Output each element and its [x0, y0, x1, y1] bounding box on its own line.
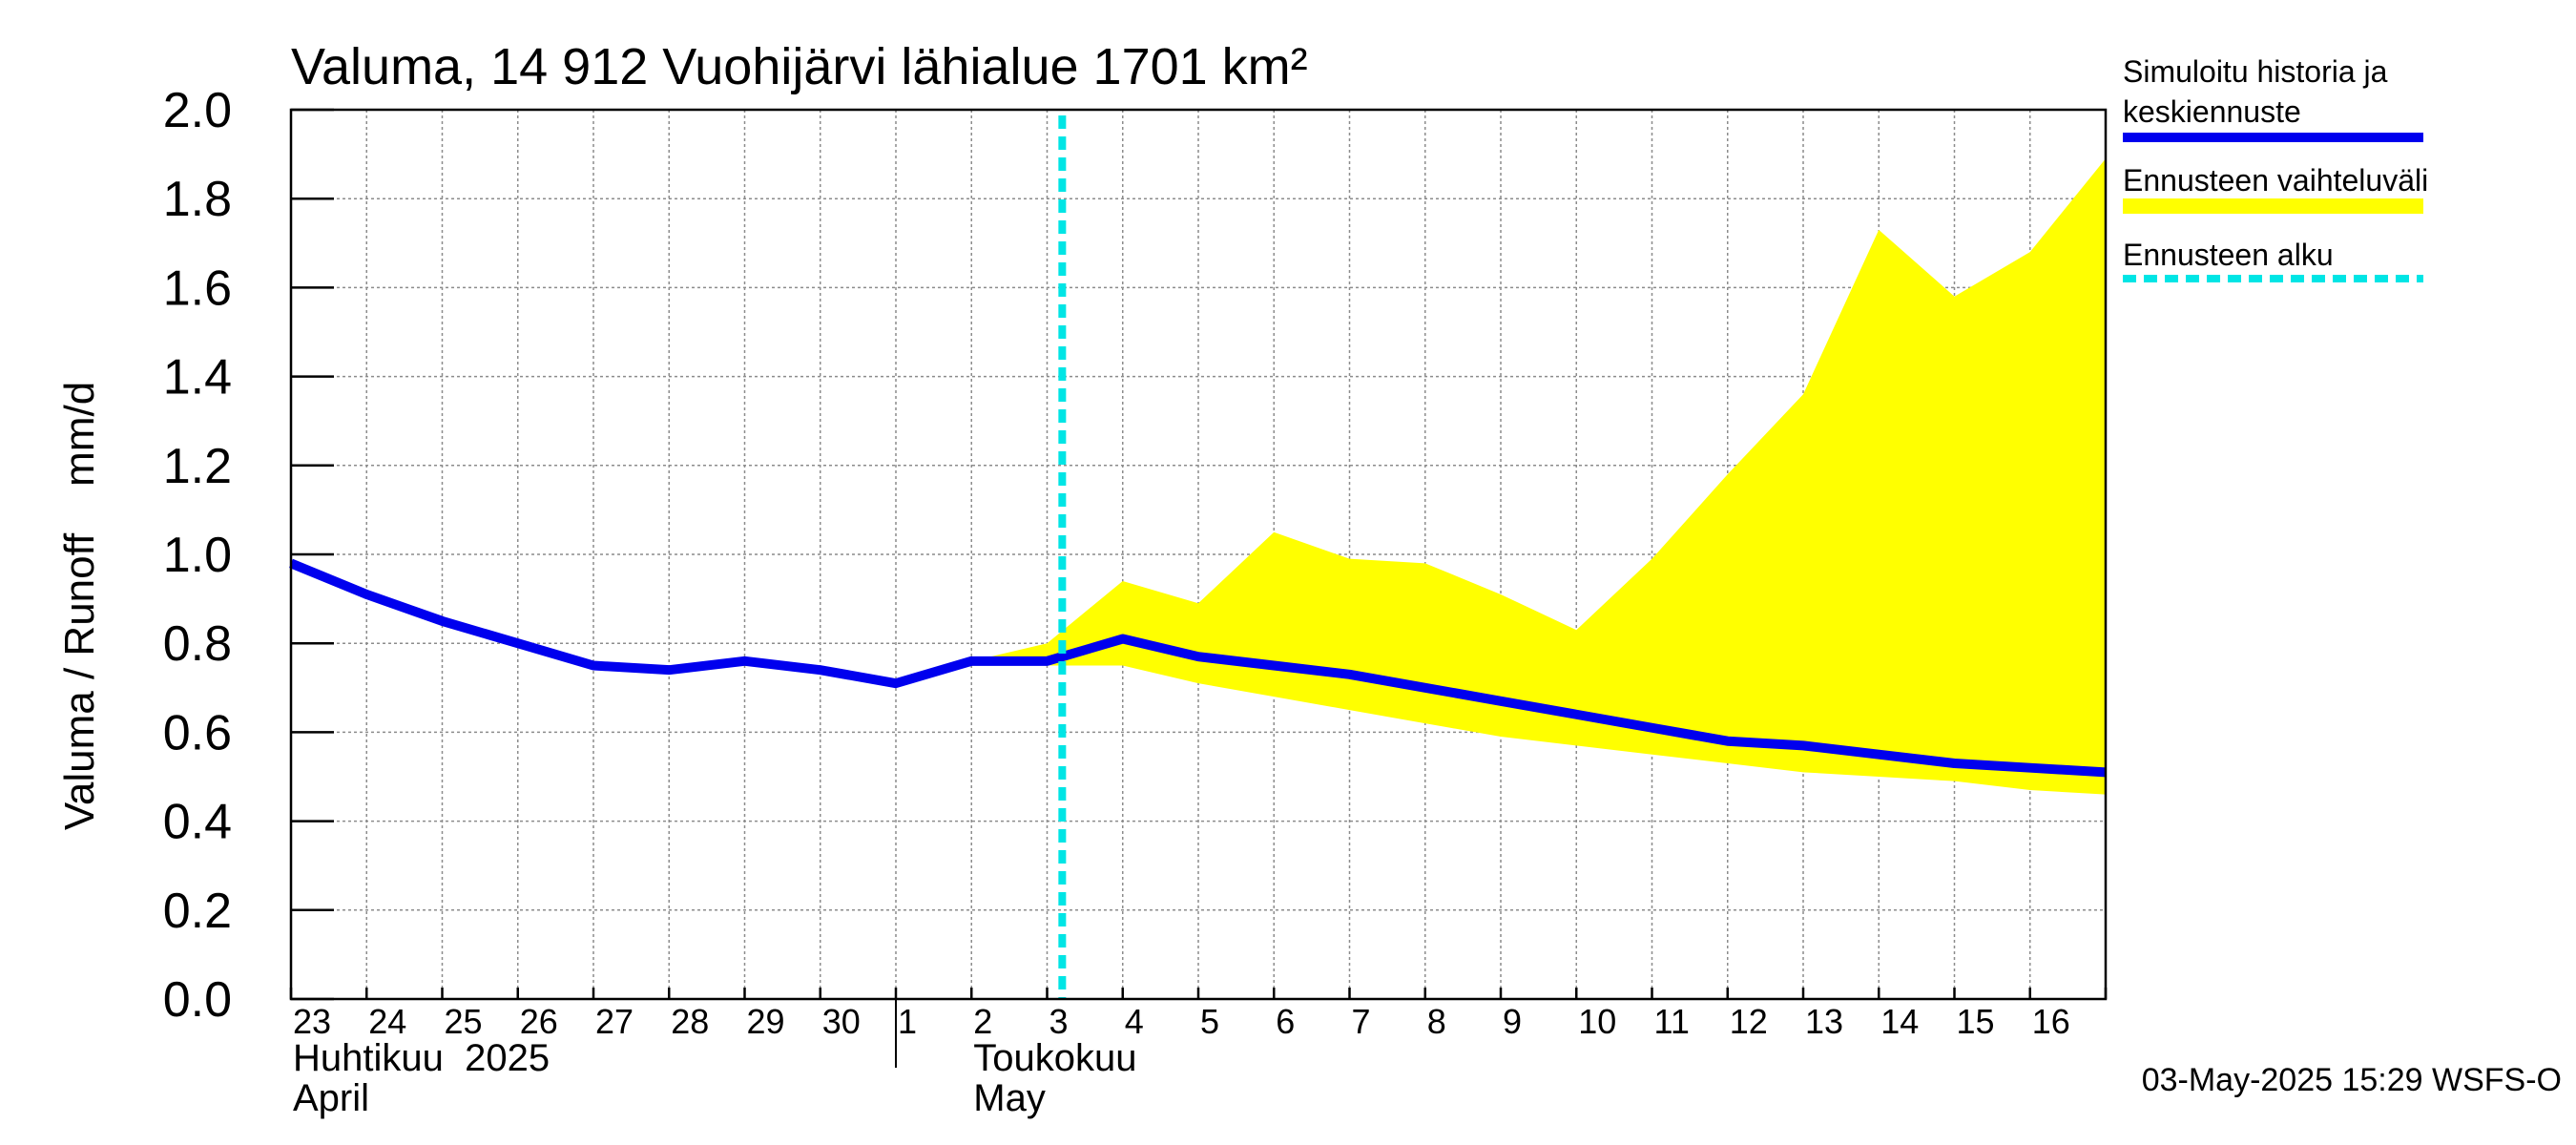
x-tick-label: 29: [747, 1002, 785, 1041]
x-tick-label: 25: [445, 1002, 483, 1041]
chart-title: Valuma, 14 912 Vuohijärvi lähialue 1701 …: [291, 38, 1308, 95]
y-tick-labels: 0.0 0.2 0.4 0.6 0.8 1.0 1.2 1.4 1.6 1.8 2.0: [163, 83, 232, 1028]
y-tick-label: 0.0: [163, 972, 232, 1028]
x-tick-label: 26: [520, 1002, 558, 1041]
x-tick-label: 15: [1957, 1002, 1995, 1041]
y-tick-label: 0.6: [163, 705, 232, 760]
y-tick-label: 1.2: [163, 439, 232, 494]
x-tick-label: 11: [1654, 1002, 1690, 1041]
y-tick-label: 1.4: [163, 350, 232, 406]
y-tick-label: 0.2: [163, 884, 232, 939]
x-tick-labels: 23 24 25 26 27 28 29 30 1 2 3 4 5 6 7 8 9 10 11 12 13 14 15 16: [293, 1002, 2070, 1041]
x-tick-label: 23: [293, 1002, 331, 1041]
legend: Simuloitu historia ja keskiennuste Ennuste…: [2123, 54, 2428, 282]
legend-label-line2: keskiennuste: [2123, 94, 2301, 129]
forecast-range-band: [971, 158, 2106, 795]
x-tick-label: 28: [671, 1002, 709, 1041]
x-tick-label: 7: [1352, 1002, 1371, 1041]
y-tick-label: 1.0: [163, 528, 232, 583]
x-tick-label: 14: [1880, 1002, 1919, 1041]
x-tick-label: 1: [898, 1002, 917, 1041]
legend-label: Ennusteen alku: [2123, 238, 2334, 272]
month-label-fi: Huhtikuu 2025: [293, 1037, 550, 1079]
x-tick-label: 3: [1049, 1002, 1069, 1041]
x-tick-label: 13: [1805, 1002, 1843, 1041]
month-label-en: April: [293, 1077, 369, 1119]
timestamp: 03-May-2025 15:29 WSFS-O: [2142, 1062, 2562, 1098]
x-tick-label: 24: [368, 1002, 406, 1041]
y-tick-label: 0.4: [163, 795, 232, 850]
x-tick-label: 10: [1578, 1002, 1616, 1041]
month-label-en: May: [973, 1077, 1046, 1119]
x-tick-label: 16: [2032, 1002, 2070, 1041]
legend-label: Ennusteen vaihteluväli: [2123, 163, 2428, 198]
x-tick-label: 2: [973, 1002, 992, 1041]
x-tick-label: 6: [1276, 1002, 1295, 1041]
y-tick-label: 0.8: [163, 616, 232, 672]
axis-ticks: [289, 108, 2108, 1068]
y-tick-label: 1.8: [163, 172, 232, 227]
x-tick-label: 8: [1427, 1002, 1446, 1041]
x-tick-label: 30: [822, 1002, 861, 1041]
legend-label: Simuloitu historia ja: [2123, 54, 2388, 89]
x-tick-label: 5: [1200, 1002, 1219, 1041]
y-tick-label: 2.0: [163, 83, 232, 138]
month-label-fi: Toukokuu: [973, 1037, 1136, 1079]
x-tick-label: 27: [595, 1002, 634, 1041]
y-axis-label: Valuma / Runoff mm/d: [56, 382, 103, 830]
y-tick-label: 1.6: [163, 260, 232, 316]
x-tick-label: 4: [1125, 1002, 1144, 1041]
x-tick-label: 9: [1503, 1002, 1522, 1041]
x-tick-label: 12: [1730, 1002, 1768, 1041]
mean-forecast-line: [289, 558, 2107, 778]
